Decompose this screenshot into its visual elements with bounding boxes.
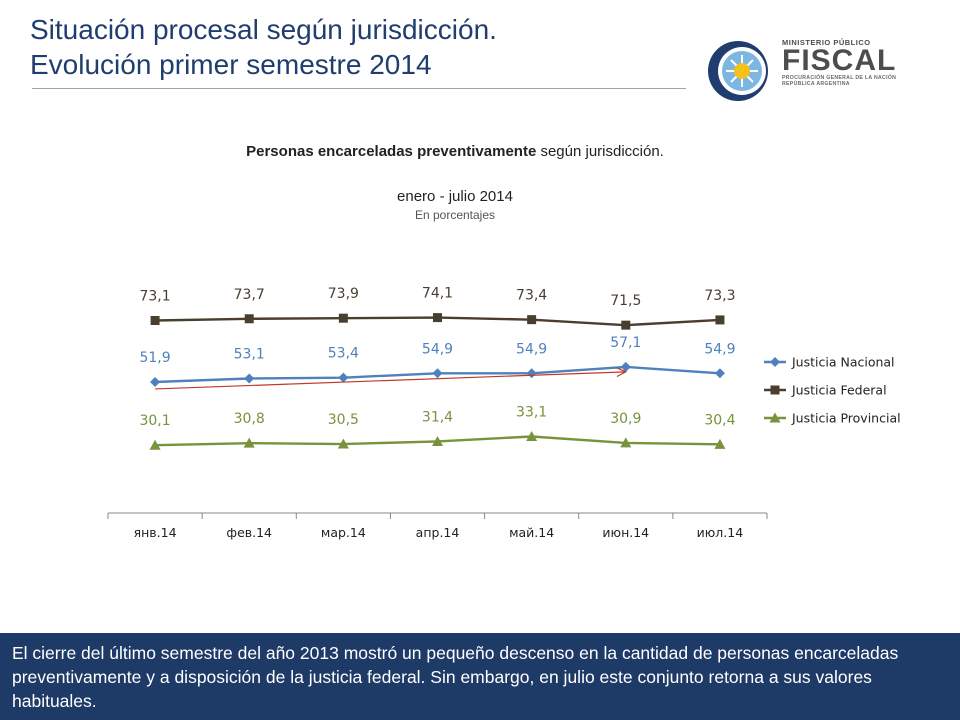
justicia-provincial-data-label: 30,1 — [139, 413, 170, 429]
justicia-provincial-data-label: 30,5 — [328, 412, 359, 428]
legend-label-justicia-provincial: Justicia Provincial — [791, 411, 901, 426]
legend-marker-justicia-provincial — [769, 412, 781, 423]
justicia-provincial-data-label: 30,8 — [234, 411, 265, 427]
justicia-federal-data-label: 73,4 — [516, 288, 547, 304]
justicia-provincial-point — [432, 435, 443, 446]
justicia-federal-point — [715, 315, 725, 325]
justicia-federal-data-label: 74,1 — [422, 286, 453, 302]
logo-fiscal-text: FISCAL — [782, 44, 897, 77]
justicia-provincial-point — [714, 438, 726, 449]
justicia-nacional-data-label: 51,9 — [139, 350, 170, 366]
justicia-provincial-point — [337, 438, 349, 449]
justicia-federal-data-label: 71,5 — [610, 293, 641, 309]
justicia-nacional-point — [150, 376, 161, 387]
chart-title-rest: según jurisdicción. — [536, 143, 664, 160]
justicia-nacional-data-label: 53,1 — [234, 347, 265, 363]
justicia-federal-data-label: 73,9 — [328, 286, 359, 302]
justicia-federal-point — [150, 316, 160, 326]
justicia-nacional-point — [714, 368, 725, 379]
trend-arrow-line — [155, 371, 626, 390]
logo-ministerio-text: MINISTERIO PÚBLICO — [782, 38, 871, 47]
justicia-federal-point — [244, 314, 254, 324]
x-tick-label: июл.14 — [697, 525, 744, 540]
chart-title-bold: Personas encarceladas preventivamente — [246, 143, 537, 160]
justicia-nacional-point — [620, 361, 631, 372]
justicia-nacional-data-label: 54,9 — [516, 341, 547, 357]
justicia-provincial-point — [243, 437, 255, 448]
justicia-nacional-point — [244, 373, 255, 384]
justicia-nacional-data-label: 53,4 — [328, 346, 359, 362]
logo-procuracion-text: PROCURACIÓN GENERAL DE LA NACIÓN — [782, 75, 897, 81]
justicia-provincial-data-label: 33,1 — [516, 405, 547, 421]
footer-commentary: El cierre del último semestre del año 20… — [0, 633, 960, 720]
justicia-nacional-data-label: 57,1 — [610, 335, 641, 351]
justicia-nacional-data-label: 54,9 — [704, 341, 735, 357]
x-tick-label: мар.14 — [321, 525, 366, 540]
justicia-federal-data-label: 73,1 — [139, 289, 170, 305]
sun-emblem-icon — [708, 41, 768, 101]
x-tick-label: июн.14 — [602, 525, 649, 540]
trend-arrow-head — [616, 367, 628, 378]
slide-title: Situación procesal según jurisdicción. E… — [30, 12, 690, 82]
justicia-provincial-data-label: 30,9 — [610, 411, 641, 427]
chart-subtitle: enero - julio 2014 — [397, 188, 513, 205]
justicia-federal-point — [621, 320, 631, 330]
justicia-provincial-data-label: 31,4 — [422, 409, 453, 425]
justicia-nacional-point — [432, 368, 443, 379]
justicia-provincial-point — [526, 431, 538, 442]
x-tick-label: май.14 — [509, 525, 554, 540]
legend-label-justicia-federal: Justicia Federal — [791, 383, 887, 398]
justicia-provincial-point — [149, 439, 161, 450]
justicia-federal-data-label: 73,3 — [704, 288, 735, 304]
justicia-nacional-point — [338, 372, 349, 383]
justicia-federal-point — [433, 313, 442, 323]
justicia-federal-point — [527, 315, 537, 325]
x-tick-label: фев.14 — [226, 525, 272, 540]
line-chart: янв.14 фев.14 мар.14 апр.14 май.14 июн.14 июл.… — [107, 286, 901, 540]
ministerio-publico-fiscal-logo: MINISTERIO PÚBLICO FISCAL PROCURACIÓN GE… — [706, 38, 896, 108]
justicia-nacional-point — [526, 368, 537, 379]
justicia-nacional-data-label: 54,9 — [422, 341, 453, 357]
slide-title-line1: Situación procesal según jurisdicción. — [30, 14, 497, 45]
title-divider — [32, 88, 686, 89]
x-tick-label: янв.14 — [134, 525, 177, 540]
chart-units: En porcentajes — [414, 208, 496, 222]
justicia-provincial-data-label: 30,4 — [704, 412, 735, 428]
logo-republica-text: REPÚBLICA ARGENTINA — [782, 81, 850, 87]
legend-marker-justicia-nacional — [770, 357, 780, 367]
justicia-federal-data-label: 73,7 — [234, 287, 265, 303]
slide-title-line2: Evolución primer semestre 2014 — [30, 49, 432, 80]
legend-marker-justicia-federal — [770, 385, 780, 395]
x-tick-label: апр.14 — [416, 525, 460, 540]
justicia-federal-point — [338, 313, 348, 323]
legend-label-justicia-nacional: Justicia Nacional — [791, 355, 895, 370]
justicia-provincial-point — [620, 437, 632, 448]
chart-title: Personas encarceladas preventivamente se… — [0, 143, 910, 160]
